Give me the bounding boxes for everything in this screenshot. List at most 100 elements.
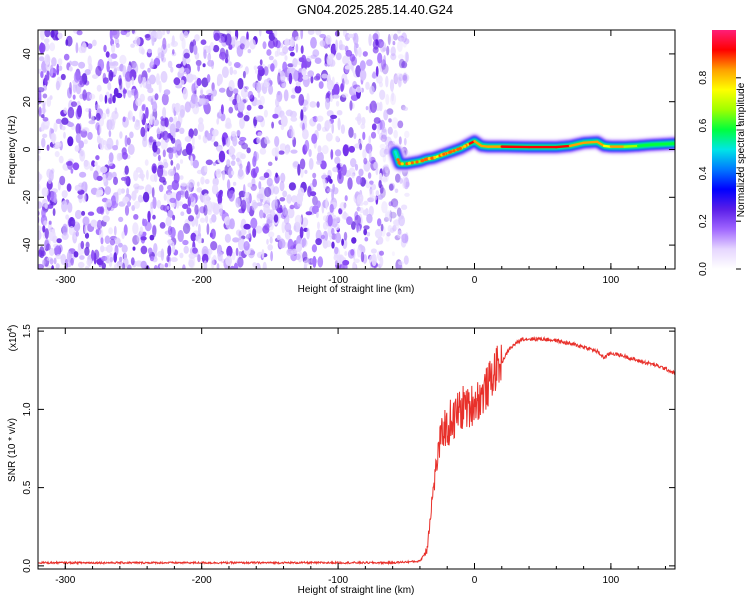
noise-blob — [250, 217, 258, 229]
noise-blob — [162, 149, 166, 158]
noise-blob — [133, 170, 139, 182]
noise-blob — [169, 123, 176, 136]
noise-blob — [77, 105, 82, 118]
noise-blob — [220, 104, 224, 115]
noise-blob — [182, 87, 188, 100]
noise-blob — [391, 91, 394, 102]
noise-blob — [396, 72, 404, 79]
noise-blob — [319, 33, 326, 38]
noise-blob — [72, 82, 77, 94]
noise-blob — [73, 251, 79, 258]
noise-blob — [217, 203, 223, 214]
noise-blob — [171, 243, 176, 254]
noise-blob — [109, 256, 114, 263]
noise-blob — [159, 222, 166, 229]
noise-blob — [259, 209, 264, 219]
spectrogram-xlabel: Height of straight line (km) — [298, 284, 415, 295]
noise-blob — [164, 171, 168, 176]
noise-blob — [126, 187, 130, 196]
noise-blob — [206, 89, 213, 96]
noise-blob — [227, 166, 234, 179]
noise-blob — [197, 236, 202, 244]
noise-blob — [403, 255, 409, 265]
noise-blob — [232, 237, 240, 243]
noise-blob — [301, 67, 307, 77]
noise-blob — [252, 262, 257, 268]
noise-blob — [267, 161, 273, 166]
noise-blob — [193, 44, 198, 56]
noise-blob — [247, 49, 252, 54]
noise-blob — [252, 227, 257, 238]
noise-blob — [95, 122, 100, 131]
noise-blob — [318, 81, 324, 89]
noise-blob — [366, 213, 373, 224]
noise-blob — [246, 147, 251, 154]
noise-blob — [264, 186, 272, 198]
noise-blob — [119, 131, 123, 139]
noise-blob — [127, 90, 132, 98]
spectrogram-ridge — [387, 133, 675, 172]
noise-blob — [185, 144, 193, 155]
noise-blob — [396, 207, 402, 217]
noise-blob — [390, 46, 396, 57]
noise-blob — [356, 222, 359, 233]
noise-blob — [167, 239, 173, 244]
noise-blob — [317, 145, 322, 154]
noise-blob — [46, 97, 52, 107]
noise-blob — [171, 137, 176, 144]
noise-blob — [61, 232, 69, 241]
noise-blob — [312, 255, 317, 268]
noise-blob — [67, 106, 75, 119]
noise-blob — [290, 94, 296, 99]
noise-blob — [171, 179, 179, 191]
noise-blob — [141, 48, 145, 55]
noise-blob — [211, 183, 219, 195]
noise-blob — [397, 30, 401, 34]
noise-blob — [171, 146, 177, 154]
noise-blob — [246, 31, 249, 42]
noise-blob — [224, 233, 231, 243]
noise-blob — [244, 192, 249, 199]
snr-x-axis: -300 -200 -100 0 100 — [37, 328, 666, 586]
noise-blob — [351, 173, 355, 179]
noise-blob — [232, 136, 238, 147]
noise-blob — [202, 63, 206, 68]
noise-blob — [216, 146, 223, 153]
noise-blob — [268, 223, 274, 231]
noise-blob — [405, 51, 409, 63]
noise-blob — [203, 260, 208, 269]
noise-blob — [102, 215, 110, 223]
noise-blob — [374, 228, 383, 239]
noise-blob — [259, 176, 266, 181]
noise-blob — [148, 136, 154, 143]
noise-blob — [164, 117, 169, 128]
noise-blob — [239, 163, 243, 170]
snr-series-group — [38, 335, 675, 566]
noise-blob — [379, 41, 387, 53]
noise-blob — [295, 43, 299, 53]
noise-blob — [98, 125, 102, 134]
colorbar-gradient — [712, 30, 736, 269]
ridge-core-segment — [582, 140, 599, 145]
noise-blob — [372, 71, 376, 79]
noise-blob — [65, 214, 70, 220]
noise-blob — [335, 52, 342, 61]
noise-blob — [296, 72, 304, 83]
noise-blob — [263, 81, 271, 88]
noise-blob — [373, 161, 379, 170]
noise-blob — [144, 159, 149, 166]
noise-blob — [360, 251, 365, 263]
noise-blob — [91, 249, 95, 261]
noise-blob — [273, 37, 278, 48]
noise-blob — [304, 169, 308, 174]
noise-blob — [166, 255, 170, 263]
noise-blob — [301, 217, 309, 227]
noise-blob — [388, 118, 392, 123]
noise-blob — [394, 188, 399, 194]
noise-blob — [242, 70, 246, 79]
noise-blob — [175, 63, 183, 69]
noise-blob — [127, 201, 131, 207]
noise-blob — [402, 74, 408, 81]
noise-blob — [231, 154, 236, 160]
